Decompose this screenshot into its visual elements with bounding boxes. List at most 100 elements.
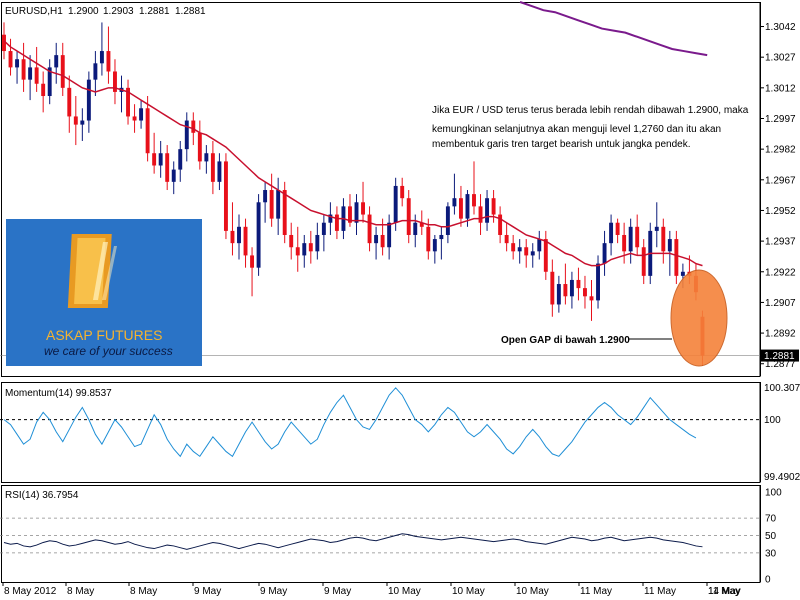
candle-body: [361, 202, 365, 215]
candle-body: [139, 108, 144, 121]
candle-body: [256, 202, 261, 268]
candle-body: [543, 239, 548, 272]
time-tick-label: 11 May: [580, 586, 612, 597]
candle-body: [132, 116, 137, 121]
price-tick-label: 1.2892: [765, 329, 796, 340]
moving-average-slow-line: [519, 1, 708, 57]
time-tick-label: 9 May: [324, 586, 351, 597]
current-price-label: 1.2881: [764, 351, 795, 362]
candle-body: [485, 198, 490, 223]
candle-body: [99, 51, 104, 64]
momentum-panel: 100.3078 100 99.4902: [0, 382, 800, 483]
time-tick-label: 10 May: [388, 586, 421, 597]
candle-body: [152, 153, 157, 166]
rsi-panel: 100 70 50 30 0: [0, 485, 782, 586]
candle-body: [171, 169, 176, 182]
candle-body: [237, 226, 241, 244]
price-tick-label: 1.2952: [765, 206, 796, 217]
candle-body: [230, 230, 235, 244]
candle-body: [374, 234, 379, 244]
candle-body: [491, 198, 496, 215]
candle-body: [263, 190, 268, 203]
candle-body: [2, 34, 6, 52]
price-tick-label: 1.3027: [765, 53, 796, 64]
gap-callout: Open GAP di bawah 1.2900: [501, 269, 728, 367]
price-tick-label: 1.2877: [765, 359, 796, 370]
price-panel: 1.3042 1.3027 1.3012 1.2997 1.2982 1.2967 1.29…: [0, 1, 799, 377]
candle-body: [393, 185, 398, 223]
logo-icon: [67, 234, 117, 308]
price-tick-label: 1.2907: [765, 298, 796, 309]
analysis-note: Jika EUR / USD terus terus berada lebih …: [432, 105, 749, 150]
candle-body: [67, 87, 72, 117]
candle-body: [419, 222, 424, 227]
candle-body: [60, 55, 65, 88]
gap-label: Open GAP di bawah 1.2900: [501, 335, 630, 346]
rsi-tick-label: 70: [765, 514, 777, 525]
candle-body: [328, 214, 333, 223]
candle-body: [184, 120, 189, 150]
candle-body: [204, 153, 209, 162]
candle-body: [367, 214, 372, 244]
candle-body: [197, 132, 202, 162]
rsi-tick-label: 0: [765, 575, 771, 586]
candle-body: [165, 153, 170, 182]
candle-body: [158, 153, 163, 166]
candle-body: [80, 120, 85, 125]
candle-body: [354, 202, 359, 223]
candle-body: [472, 194, 476, 207]
candle-body: [243, 226, 248, 256]
candle-body: [537, 239, 542, 252]
analysis-line-2: kemungkinan selanjutnya akan menguji lev…: [432, 124, 721, 135]
candle-body: [400, 185, 405, 199]
candle-body: [282, 190, 287, 235]
logo-title: ASKAP FUTURES: [46, 327, 162, 343]
momentum-tick-label: 100.3078: [764, 383, 800, 394]
candle-body: [348, 206, 352, 223]
candle-body: [106, 51, 111, 72]
candle-body: [308, 243, 313, 252]
header-low: 1.2881: [139, 6, 170, 17]
rsi-tick-label: 50: [765, 531, 777, 542]
moving-average-fast-line: [3, 40, 703, 267]
candle-body: [452, 198, 457, 207]
candle-body: [674, 239, 679, 276]
time-tick-label: 9 May: [260, 586, 287, 597]
candle-body: [54, 55, 59, 68]
candle-body: [93, 63, 98, 80]
time-tick-label: 10 May: [452, 586, 485, 597]
candle-body: [628, 226, 633, 252]
candle-body: [602, 243, 607, 264]
candle-body: [28, 67, 33, 80]
candle-body: [295, 247, 300, 256]
candle-body: [387, 222, 392, 248]
candle-body: [380, 234, 385, 248]
candle-body: [34, 67, 39, 84]
candle-body: [86, 79, 91, 121]
candle-body: [21, 59, 26, 80]
logo-tagline: we care of your success: [44, 344, 173, 358]
candle-body: [615, 222, 620, 235]
candle-body: [47, 67, 52, 97]
momentum-tick-label: 100: [764, 415, 781, 426]
candle-body: [504, 234, 509, 244]
candle-body: [406, 198, 411, 235]
price-tick-label: 1.2967: [765, 175, 796, 186]
candle-body: [126, 87, 130, 117]
candle-body: [465, 194, 470, 219]
candle-body: [622, 234, 627, 252]
candle-body: [302, 243, 307, 256]
candle-body: [223, 161, 228, 231]
momentum-tick-label: 99.4902: [764, 472, 800, 483]
candle-body: [556, 284, 561, 305]
candle-body: [667, 239, 672, 252]
candle-body: [113, 71, 117, 92]
candle-body: [661, 226, 666, 252]
candle-body: [530, 251, 535, 256]
candle-body: [15, 59, 20, 68]
candle-body: [576, 279, 581, 289]
candle-body: [635, 226, 640, 248]
rsi-title: RSI(14) 36.7954: [5, 490, 79, 501]
candle-body: [178, 149, 183, 170]
